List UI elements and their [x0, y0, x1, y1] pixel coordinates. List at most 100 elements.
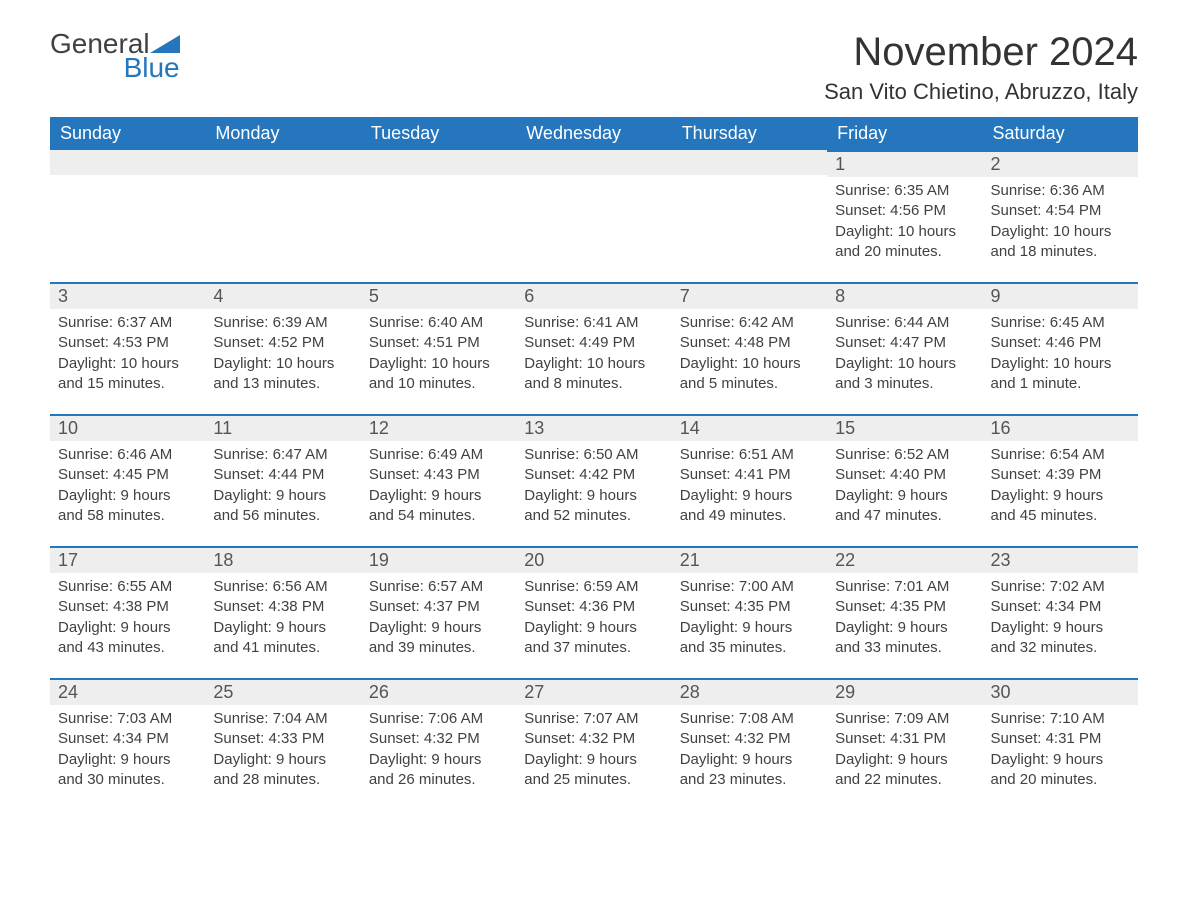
calendar-week-row: 1 Sunrise: 6:35 AMSunset: 4:56 PMDaylight…: [50, 150, 1138, 282]
calendar-day-cell: 25Sunrise: 7:04 AMSunset: 4:33 PMDayligh…: [205, 678, 360, 810]
day-details: Sunrise: 7:00 AMSunset: 4:35 PMDaylight:…: [672, 573, 827, 666]
day-details: Sunrise: 6:54 AMSunset: 4:39 PMDaylight:…: [983, 441, 1138, 534]
day-details: Sunrise: 6:46 AMSunset: 4:45 PMDaylight:…: [50, 441, 205, 534]
sunrise-text: Sunrise: 6:42 AM: [680, 313, 819, 333]
sunset-text: Sunset: 4:34 PM: [991, 597, 1130, 617]
day-number-bar: [50, 150, 205, 175]
sunrise-text: Sunrise: 6:44 AM: [835, 313, 974, 333]
sunset-text: Sunset: 4:39 PM: [991, 465, 1130, 485]
daylight-text: Daylight: 10 hours and 20 minutes.: [835, 222, 974, 263]
day-number-bar: 9: [983, 282, 1138, 309]
daylight-text: Daylight: 9 hours and 56 minutes.: [213, 486, 352, 527]
daylight-text: Daylight: 9 hours and 32 minutes.: [991, 618, 1130, 659]
calendar-day-cell: 9Sunrise: 6:45 AMSunset: 4:46 PMDaylight…: [983, 282, 1138, 414]
day-number-bar: [672, 150, 827, 175]
daylight-text: Daylight: 9 hours and 35 minutes.: [680, 618, 819, 659]
daylight-text: Daylight: 9 hours and 39 minutes.: [369, 618, 508, 659]
day-details: Sunrise: 6:49 AMSunset: 4:43 PMDaylight:…: [361, 441, 516, 534]
day-number-bar: 13: [516, 414, 671, 441]
weekday-header: Wednesday: [516, 117, 671, 150]
daylight-text: Daylight: 9 hours and 41 minutes.: [213, 618, 352, 659]
day-details: Sunrise: 6:55 AMSunset: 4:38 PMDaylight:…: [50, 573, 205, 666]
sunrise-text: Sunrise: 7:10 AM: [991, 709, 1130, 729]
sunrise-text: Sunrise: 6:35 AM: [835, 181, 974, 201]
day-number-bar: 5: [361, 282, 516, 309]
day-number-bar: 23: [983, 546, 1138, 573]
sunrise-text: Sunrise: 6:41 AM: [524, 313, 663, 333]
day-details: Sunrise: 6:56 AMSunset: 4:38 PMDaylight:…: [205, 573, 360, 666]
calendar-day-cell: 23Sunrise: 7:02 AMSunset: 4:34 PMDayligh…: [983, 546, 1138, 678]
sunset-text: Sunset: 4:52 PM: [213, 333, 352, 353]
day-details: Sunrise: 6:40 AMSunset: 4:51 PMDaylight:…: [361, 309, 516, 402]
calendar-day-cell: 30Sunrise: 7:10 AMSunset: 4:31 PMDayligh…: [983, 678, 1138, 810]
sunrise-text: Sunrise: 6:57 AM: [369, 577, 508, 597]
brand-logo: General Blue: [50, 30, 180, 82]
daylight-text: Daylight: 9 hours and 47 minutes.: [835, 486, 974, 527]
calendar-day-cell: [361, 150, 516, 282]
day-number-bar: 25: [205, 678, 360, 705]
day-number-bar: 1: [827, 150, 982, 177]
daylight-text: Daylight: 9 hours and 52 minutes.: [524, 486, 663, 527]
day-number-bar: 7: [672, 282, 827, 309]
location-subtitle: San Vito Chietino, Abruzzo, Italy: [824, 79, 1138, 105]
day-details: Sunrise: 6:36 AMSunset: 4:54 PMDaylight:…: [983, 177, 1138, 270]
calendar-day-cell: 14Sunrise: 6:51 AMSunset: 4:41 PMDayligh…: [672, 414, 827, 546]
day-number-bar: 2: [983, 150, 1138, 177]
day-details: Sunrise: 6:51 AMSunset: 4:41 PMDaylight:…: [672, 441, 827, 534]
sunset-text: Sunset: 4:49 PM: [524, 333, 663, 353]
day-number-bar: 19: [361, 546, 516, 573]
sunset-text: Sunset: 4:51 PM: [369, 333, 508, 353]
day-details: Sunrise: 6:39 AMSunset: 4:52 PMDaylight:…: [205, 309, 360, 402]
day-number-bar: 11: [205, 414, 360, 441]
day-details: Sunrise: 7:02 AMSunset: 4:34 PMDaylight:…: [983, 573, 1138, 666]
calendar-day-cell: 24Sunrise: 7:03 AMSunset: 4:34 PMDayligh…: [50, 678, 205, 810]
daylight-text: Daylight: 9 hours and 28 minutes.: [213, 750, 352, 791]
day-details: Sunrise: 6:50 AMSunset: 4:42 PMDaylight:…: [516, 441, 671, 534]
sunset-text: Sunset: 4:41 PM: [680, 465, 819, 485]
sunrise-text: Sunrise: 6:49 AM: [369, 445, 508, 465]
calendar-day-cell: 29Sunrise: 7:09 AMSunset: 4:31 PMDayligh…: [827, 678, 982, 810]
sunset-text: Sunset: 4:34 PM: [58, 729, 197, 749]
sunset-text: Sunset: 4:56 PM: [835, 201, 974, 221]
day-details: Sunrise: 6:42 AMSunset: 4:48 PMDaylight:…: [672, 309, 827, 402]
day-details: Sunrise: 6:37 AMSunset: 4:53 PMDaylight:…: [50, 309, 205, 402]
sunset-text: Sunset: 4:42 PM: [524, 465, 663, 485]
day-number-bar: 26: [361, 678, 516, 705]
day-number-bar: 21: [672, 546, 827, 573]
sunrise-text: Sunrise: 7:00 AM: [680, 577, 819, 597]
calendar-day-cell: 16Sunrise: 6:54 AMSunset: 4:39 PMDayligh…: [983, 414, 1138, 546]
calendar-week-row: 17Sunrise: 6:55 AMSunset: 4:38 PMDayligh…: [50, 546, 1138, 678]
sunset-text: Sunset: 4:44 PM: [213, 465, 352, 485]
day-number-bar: 4: [205, 282, 360, 309]
sunset-text: Sunset: 4:54 PM: [991, 201, 1130, 221]
brand-text: General Blue: [50, 30, 180, 82]
daylight-text: Daylight: 9 hours and 20 minutes.: [991, 750, 1130, 791]
weekday-header: Tuesday: [361, 117, 516, 150]
daylight-text: Daylight: 9 hours and 54 minutes.: [369, 486, 508, 527]
sunset-text: Sunset: 4:33 PM: [213, 729, 352, 749]
page-header: General Blue November 2024 San Vito Chie…: [50, 30, 1138, 105]
daylight-text: Daylight: 9 hours and 26 minutes.: [369, 750, 508, 791]
sunrise-text: Sunrise: 7:02 AM: [991, 577, 1130, 597]
day-number-bar: 20: [516, 546, 671, 573]
day-details: Sunrise: 6:52 AMSunset: 4:40 PMDaylight:…: [827, 441, 982, 534]
sunrise-text: Sunrise: 6:55 AM: [58, 577, 197, 597]
sunset-text: Sunset: 4:40 PM: [835, 465, 974, 485]
calendar-day-cell: 21Sunrise: 7:00 AMSunset: 4:35 PMDayligh…: [672, 546, 827, 678]
day-number-bar: 3: [50, 282, 205, 309]
calendar-week-row: 10Sunrise: 6:46 AMSunset: 4:45 PMDayligh…: [50, 414, 1138, 546]
title-block: November 2024 San Vito Chietino, Abruzzo…: [824, 30, 1138, 105]
calendar-day-cell: [50, 150, 205, 282]
sunrise-text: Sunrise: 6:45 AM: [991, 313, 1130, 333]
day-number-bar: 12: [361, 414, 516, 441]
sunrise-text: Sunrise: 6:52 AM: [835, 445, 974, 465]
weekday-header-row: Sunday Monday Tuesday Wednesday Thursday…: [50, 117, 1138, 150]
sunrise-text: Sunrise: 6:46 AM: [58, 445, 197, 465]
weekday-header: Saturday: [983, 117, 1138, 150]
day-number-bar: 16: [983, 414, 1138, 441]
calendar-day-cell: 17Sunrise: 6:55 AMSunset: 4:38 PMDayligh…: [50, 546, 205, 678]
calendar-day-cell: 8Sunrise: 6:44 AMSunset: 4:47 PMDaylight…: [827, 282, 982, 414]
sunset-text: Sunset: 4:47 PM: [835, 333, 974, 353]
sunset-text: Sunset: 4:45 PM: [58, 465, 197, 485]
calendar-day-cell: 7Sunrise: 6:42 AMSunset: 4:48 PMDaylight…: [672, 282, 827, 414]
